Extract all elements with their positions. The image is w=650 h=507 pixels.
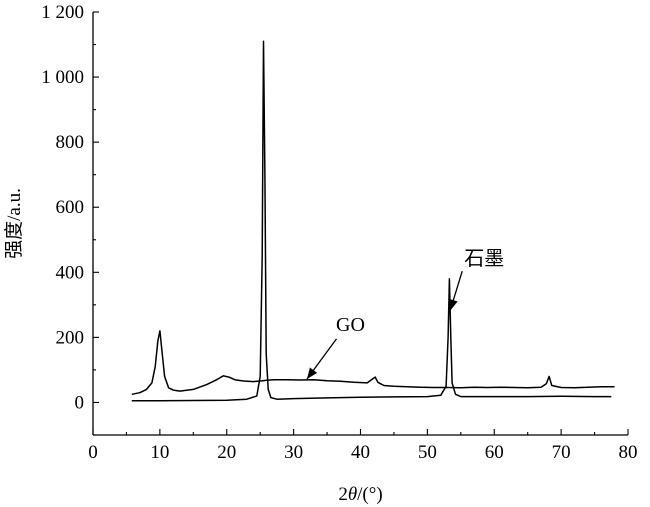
annotation-label-graphite: 石墨	[464, 248, 504, 270]
x-tick-label: 10	[150, 442, 169, 463]
x-tick-label: 50	[418, 442, 437, 463]
y-tick-label: 200	[56, 327, 85, 348]
y-tick-label: 800	[56, 132, 85, 153]
annotation-label-go: GO	[336, 314, 365, 336]
x-tick-label: 80	[619, 442, 638, 463]
x-tick-label: 20	[217, 442, 236, 463]
y-tick-label: 1 200	[41, 2, 84, 23]
x-axis-title-prefix: 2	[338, 484, 348, 505]
x-tick-label: 30	[284, 442, 303, 463]
series-line-graphite	[131, 40, 612, 402]
x-axis-title-symbol: θ	[348, 484, 357, 505]
annotation-group: GO 石墨	[306, 248, 504, 380]
y-tick-label: 0	[75, 392, 85, 413]
x-axis-title: 2θ/(°)	[338, 484, 382, 505]
annotation-arrowhead	[307, 367, 318, 380]
y-tick-label: 1 000	[41, 67, 84, 88]
series-group	[131, 40, 615, 402]
axes	[92, 12, 628, 436]
y-tick-label: 600	[56, 197, 85, 218]
x-axis-title-unit: /(°)	[357, 484, 383, 505]
x-tick-label: 70	[552, 442, 571, 463]
y-ticks: 0 200 400 600 800 1 000 1 200	[41, 2, 99, 436]
x-ticks: 0 10 20 30 40 50 60 70 80	[88, 429, 638, 463]
x-tick-label: 0	[88, 442, 98, 463]
y-tick-label: 400	[56, 262, 85, 283]
x-tick-label: 40	[351, 442, 370, 463]
x-tick-label: 60	[485, 442, 504, 463]
series-line-go	[131, 330, 615, 396]
annotation-arrowhead	[449, 298, 458, 311]
y-axis-title: 强度/a.u.	[3, 188, 25, 259]
